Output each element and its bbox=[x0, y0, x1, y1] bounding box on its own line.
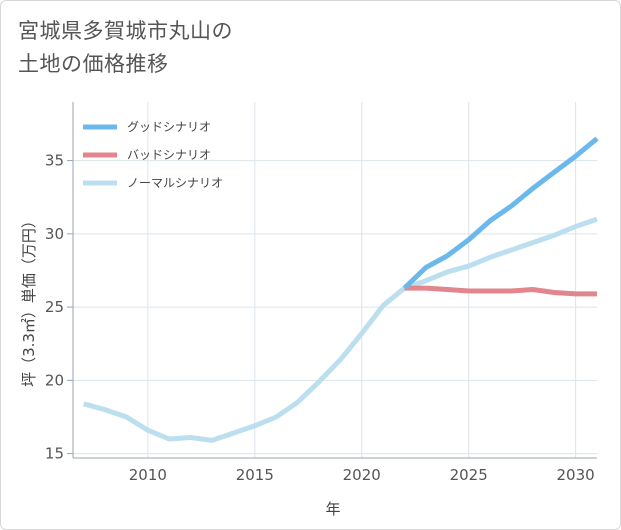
y-tick-label-35: 35 bbox=[45, 152, 64, 170]
y-tick-label-30: 30 bbox=[45, 225, 64, 243]
series-line-good bbox=[402, 136, 599, 290]
plot-area bbox=[73, 102, 597, 458]
chart-title-line-2: 土地の価格推移 bbox=[18, 52, 169, 76]
series-layer bbox=[83, 136, 599, 443]
y-tick-label-15: 15 bbox=[45, 445, 64, 463]
x-tick-label-2010: 2010 bbox=[129, 466, 167, 484]
chart-title-line-1: 宮城県多賀城市丸山の bbox=[18, 19, 233, 43]
chart-title: 宮城県多賀城市丸山の 土地の価格推移 bbox=[18, 15, 318, 81]
legend-label-normal: ノーマルシナリオ bbox=[127, 176, 223, 190]
y-tick-label-25: 25 bbox=[45, 298, 64, 316]
grid-lines bbox=[73, 102, 597, 458]
series-line-normal bbox=[83, 216, 598, 443]
x-tick-label-2030: 2030 bbox=[557, 466, 595, 484]
x-tick-label-2015: 2015 bbox=[236, 466, 274, 484]
x-tick-label-2025: 2025 bbox=[450, 466, 488, 484]
x-tick-label-2020: 2020 bbox=[343, 466, 381, 484]
legend-label-bad: バッドシナリオ bbox=[127, 148, 211, 162]
x-axis-title: 年 bbox=[325, 500, 340, 518]
legend-label-good: グッドシナリオ bbox=[127, 120, 211, 134]
series-line-bad bbox=[404, 285, 597, 297]
y-tick-label-20: 20 bbox=[45, 371, 64, 389]
y-axis-title: 坪（3.3㎡）単価（万円） bbox=[20, 213, 38, 387]
